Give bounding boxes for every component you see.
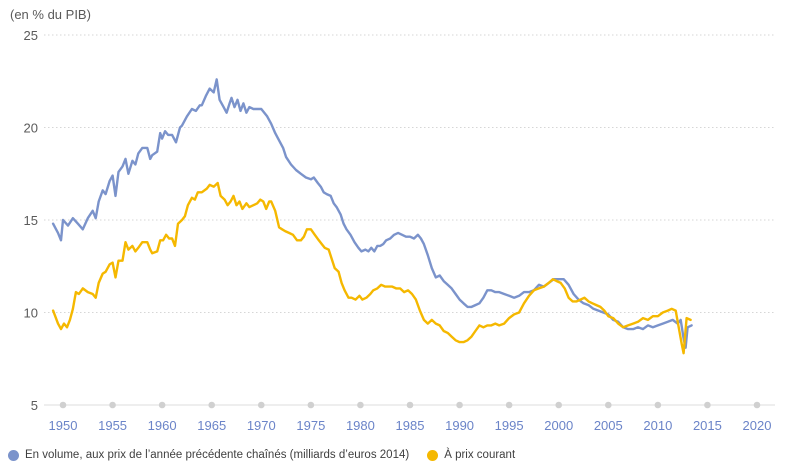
- legend-swatch-volume: [8, 449, 19, 461]
- x-tick-label: 1995: [495, 418, 524, 433]
- x-tick-marker: [654, 401, 662, 409]
- x-tick-label: 2015: [693, 418, 722, 433]
- gridlines: [44, 34, 775, 313]
- x-tick-label: 1980: [346, 418, 375, 433]
- legend-label-volume: En volume, aux prix de l’année précédent…: [25, 449, 410, 461]
- x-tick-marker: [257, 401, 265, 409]
- x-tick-marker: [208, 401, 216, 409]
- x-tick-marker: [505, 401, 513, 409]
- x-tick-label: 1955: [98, 418, 127, 433]
- legend: En volume, aux prix de l’année précédent…: [8, 449, 533, 461]
- x-tick-marker: [357, 401, 364, 409]
- x-axis: 1950 1955 1960 1965 1970 1975 1980 1985 1990 1995…: [44, 401, 775, 433]
- x-tick-label: 1960: [148, 418, 177, 433]
- y-tick-label: 20: [24, 121, 38, 136]
- series-line-volume: [51, 78, 693, 349]
- x-tick-label: 2005: [594, 418, 623, 433]
- x-tick-marker: [704, 401, 711, 409]
- x-tick-label: 1975: [296, 418, 325, 433]
- x-tick-label: 1985: [396, 418, 425, 433]
- series-line-current-prices: [51, 181, 692, 355]
- x-tick-marker: [604, 401, 612, 409]
- x-tick-marker: [109, 401, 116, 409]
- x-tick-marker: [406, 401, 414, 409]
- x-tick-marker: [59, 401, 67, 409]
- y-axis-label: (en % du PIB): [10, 7, 91, 22]
- y-tick-label: 25: [24, 28, 38, 43]
- x-tick-marker: [555, 401, 563, 409]
- x-tick-marker: [307, 401, 315, 409]
- x-tick-label: 1990: [445, 418, 474, 433]
- y-tick-label: 10: [24, 306, 38, 321]
- x-tick-marker: [456, 401, 463, 409]
- legend-item-volume[interactable]: En volume, aux prix de l’année précédent…: [8, 449, 409, 461]
- y-tick-label: 5: [31, 398, 38, 413]
- x-tick-label: 2000: [544, 418, 573, 433]
- x-tick-label: 2010: [643, 418, 672, 433]
- x-tick-label: 2020: [743, 418, 772, 433]
- legend-item-current-prices[interactable]: À prix courant: [427, 449, 515, 461]
- x-tick-marker: [753, 401, 761, 409]
- series-lines: [51, 78, 693, 355]
- x-tick-label: 1970: [247, 418, 276, 433]
- y-tick-label: 15: [24, 213, 38, 228]
- x-tick-marker: [158, 401, 166, 409]
- y-tick-labels: 5 10 15 20 25: [24, 28, 38, 413]
- legend-label-current-prices: À prix courant: [444, 449, 516, 461]
- legend-swatch-current-prices: [427, 449, 439, 461]
- x-tick-label: 1950: [49, 418, 78, 433]
- x-tick-label: 1965: [197, 418, 226, 433]
